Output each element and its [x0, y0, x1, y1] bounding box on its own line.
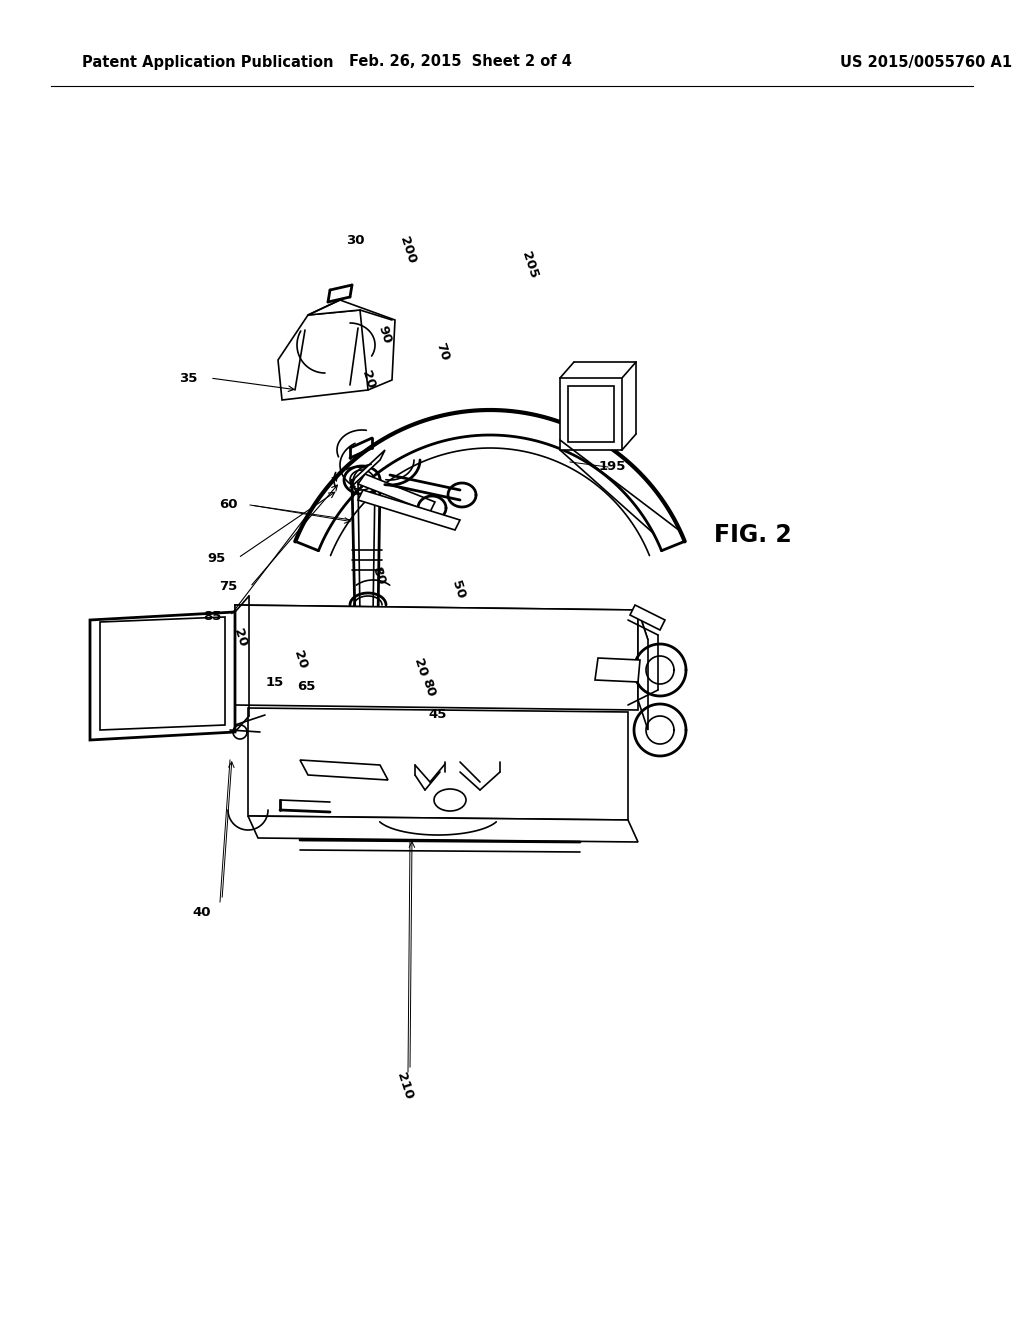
Polygon shape [248, 708, 628, 820]
Text: 20: 20 [411, 657, 429, 678]
Text: 40: 40 [193, 907, 211, 920]
Text: 20: 20 [359, 370, 377, 391]
Text: Feb. 26, 2015  Sheet 2 of 4: Feb. 26, 2015 Sheet 2 of 4 [348, 54, 571, 70]
Text: 15: 15 [266, 676, 284, 689]
Text: FIG. 2: FIG. 2 [714, 523, 792, 546]
Text: 95: 95 [207, 552, 225, 565]
Text: 20: 20 [291, 649, 309, 671]
Polygon shape [638, 610, 648, 730]
Polygon shape [248, 816, 638, 842]
Polygon shape [308, 300, 395, 389]
Text: US 2015/0055760 A1: US 2015/0055760 A1 [840, 54, 1012, 70]
Text: 200: 200 [397, 235, 419, 265]
Polygon shape [300, 760, 388, 780]
Polygon shape [234, 605, 638, 710]
Polygon shape [358, 490, 460, 531]
Polygon shape [90, 612, 234, 741]
Polygon shape [100, 616, 225, 730]
Text: 20: 20 [231, 627, 249, 648]
Text: 35: 35 [179, 371, 198, 384]
Polygon shape [278, 310, 375, 400]
Text: 80: 80 [369, 565, 387, 587]
Text: 195: 195 [598, 461, 626, 474]
Text: 85: 85 [203, 610, 221, 623]
Polygon shape [560, 378, 622, 450]
Text: 210: 210 [394, 1071, 416, 1101]
Polygon shape [350, 450, 385, 488]
Text: 45: 45 [429, 708, 447, 721]
Polygon shape [358, 474, 435, 512]
Text: 30: 30 [346, 234, 365, 247]
Text: 80: 80 [419, 677, 437, 698]
Bar [568, 385, 614, 442]
Text: 50: 50 [449, 579, 467, 601]
Text: Patent Application Publication: Patent Application Publication [82, 54, 334, 70]
Polygon shape [630, 605, 665, 630]
Text: 65: 65 [297, 680, 315, 693]
Text: 90: 90 [376, 325, 394, 346]
Text: 205: 205 [519, 249, 541, 280]
Polygon shape [595, 657, 640, 682]
Text: 70: 70 [433, 342, 451, 363]
Text: 60: 60 [219, 499, 238, 511]
Text: 75: 75 [219, 581, 238, 594]
Polygon shape [234, 605, 648, 640]
